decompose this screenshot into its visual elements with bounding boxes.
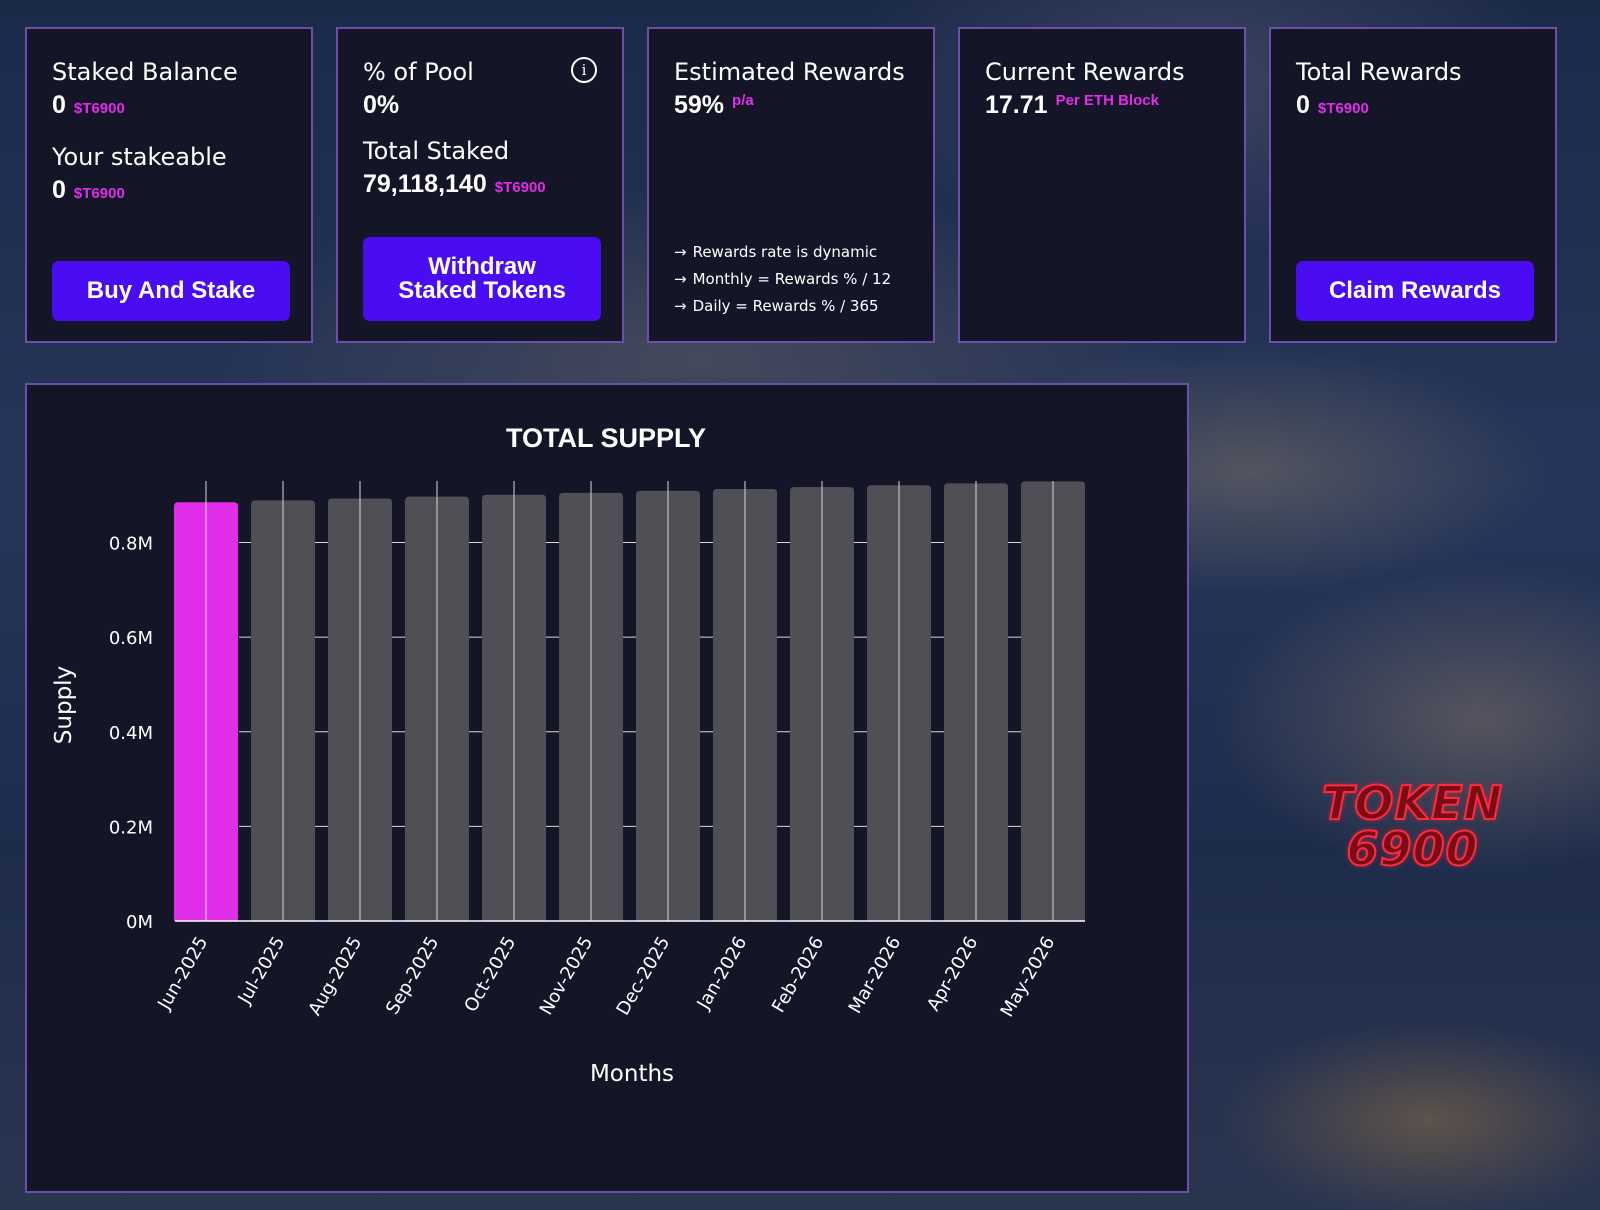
- x-tick-label: Nov-2025: [536, 933, 598, 1019]
- estimated-rewards-card: Estimated Rewards 59% p/a → Rewards rate …: [647, 27, 935, 343]
- stakeable-title: Your stakeable: [52, 143, 227, 171]
- claim-rewards-button[interactable]: Claim Rewards: [1296, 261, 1534, 321]
- y-axis-ticks: 0M 0.2M 0.4M 0.6M 0.8M: [109, 534, 153, 933]
- logo-line-2: 6900: [1345, 822, 1479, 876]
- x-tick-label: Apr-2026: [923, 933, 982, 1015]
- rewards-note: → Monthly = Rewards % / 12: [674, 266, 891, 293]
- estimated-rewards-unit: p/a: [732, 92, 754, 109]
- x-tick-label: Oct-2025: [460, 933, 520, 1016]
- staked-balance-card: Staked Balance 0 $T6900 Your stakeable 0…: [25, 27, 313, 343]
- total-staked-title: Total Staked: [363, 137, 510, 165]
- stakeable-unit: $T6900: [73, 185, 125, 202]
- staked-balance-title: Staked Balance: [52, 58, 238, 86]
- rewards-notes: → Rewards rate is dynamic → Monthly = Rewa…: [674, 239, 891, 320]
- total-rewards-value: 0: [1296, 91, 1310, 119]
- rewards-note-text: Rewards rate is dynamic: [692, 243, 878, 261]
- total-rewards-card: Total Rewards 0 $T6900 Claim Rewards: [1269, 27, 1557, 343]
- total-staked-value-row: 79,118,140 $T6900: [363, 170, 597, 199]
- arrow-right-icon: →: [674, 243, 687, 261]
- estimated-rewards-title: Estimated Rewards: [674, 58, 905, 86]
- y-tick-label: 0M: [126, 912, 153, 933]
- y-tick-label: 0.2M: [109, 817, 153, 838]
- x-tick-label: Jan-2026: [693, 933, 752, 1014]
- estimated-rewards-value: 59%: [674, 91, 725, 119]
- y-tick-label: 0.4M: [109, 723, 153, 744]
- info-icon[interactable]: i: [571, 57, 597, 83]
- rewards-note: → Rewards rate is dynamic: [674, 239, 891, 266]
- total-staked-unit: $T6900: [494, 179, 546, 196]
- total-supply-chart-panel: TOTAL SUPPLY 0M 0.2M 0.4M 0.6M 0.8M Jun-2025…: [25, 383, 1189, 1193]
- stakeable-value: 0: [52, 176, 66, 204]
- current-rewards-card: Current Rewards 17.71 Per ETH Block: [958, 27, 1246, 343]
- total-rewards-title: Total Rewards: [1296, 58, 1462, 86]
- chart-vertical-grid: [205, 481, 1054, 921]
- x-axis-ticks: Jun-2025 Jul-2025 Aug-2025 Sep-2025 Oct-2025…: [153, 933, 1059, 1021]
- token-6900-logo: TOKEN 6900: [1290, 776, 1535, 876]
- withdraw-button-line1: Withdraw: [428, 253, 536, 280]
- rewards-note: → Daily = Rewards % / 365: [674, 293, 891, 320]
- x-tick-label: May-2026: [997, 933, 1060, 1021]
- pool-card: % of Pool i 0% Total Staked 79,118,140 $…: [336, 27, 624, 343]
- x-tick-label: Jul-2025: [234, 933, 290, 1008]
- pool-value-row: 0%: [363, 91, 597, 120]
- total-staked-value: 79,118,140: [363, 170, 487, 198]
- current-rewards-unit: Per ETH Block: [1055, 92, 1159, 109]
- pool-percent-value: 0%: [363, 91, 400, 119]
- x-tick-label: Aug-2025: [304, 933, 366, 1019]
- y-axis-label: Supply: [51, 666, 77, 744]
- x-tick-label: Mar-2026: [845, 933, 906, 1017]
- current-rewards-title: Current Rewards: [985, 58, 1185, 86]
- total-rewards-value-row: 0 $T6900: [1296, 91, 1530, 120]
- arrow-right-icon: →: [674, 297, 687, 315]
- current-rewards-value-row: 17.71 Per ETH Block: [985, 91, 1219, 120]
- chart-title: TOTAL SUPPLY: [506, 423, 706, 453]
- x-axis-label: Months: [590, 1061, 674, 1087]
- withdraw-staked-tokens-button[interactable]: Withdraw Staked Tokens: [363, 237, 601, 321]
- logo-line-1: TOKEN: [1321, 776, 1504, 830]
- y-tick-label: 0.8M: [109, 534, 153, 555]
- current-rewards-value: 17.71: [985, 91, 1048, 119]
- y-tick-label: 0.6M: [109, 628, 153, 649]
- total-supply-chart: TOTAL SUPPLY 0M 0.2M 0.4M 0.6M 0.8M Jun-2025…: [51, 423, 1085, 1087]
- withdraw-button-line2: Staked Tokens: [398, 277, 566, 304]
- pool-title: % of Pool: [363, 58, 474, 86]
- staked-balance-value-row: 0 $T6900: [52, 91, 286, 120]
- total-rewards-unit: $T6900: [1317, 100, 1369, 117]
- x-tick-label: Dec-2025: [613, 933, 675, 1019]
- staked-balance-unit: $T6900: [73, 100, 125, 117]
- chart-bars: [174, 481, 1085, 921]
- rewards-note-text: Daily = Rewards % / 365: [692, 297, 879, 315]
- arrow-right-icon: →: [674, 270, 687, 288]
- x-tick-label: Sep-2025: [382, 933, 443, 1018]
- staked-balance-value: 0: [52, 91, 66, 119]
- buy-and-stake-button[interactable]: Buy And Stake: [52, 261, 290, 321]
- x-tick-label: Jun-2025: [153, 933, 212, 1014]
- estimated-rewards-value-row: 59% p/a: [674, 91, 908, 120]
- x-tick-label: Feb-2026: [768, 933, 828, 1016]
- stakeable-value-row: 0 $T6900: [52, 176, 286, 205]
- rewards-note-text: Monthly = Rewards % / 12: [692, 270, 892, 288]
